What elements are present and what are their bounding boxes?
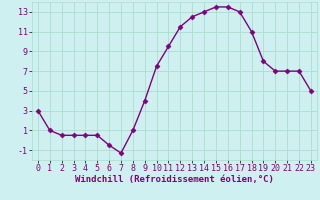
X-axis label: Windchill (Refroidissement éolien,°C): Windchill (Refroidissement éolien,°C): [75, 175, 274, 184]
